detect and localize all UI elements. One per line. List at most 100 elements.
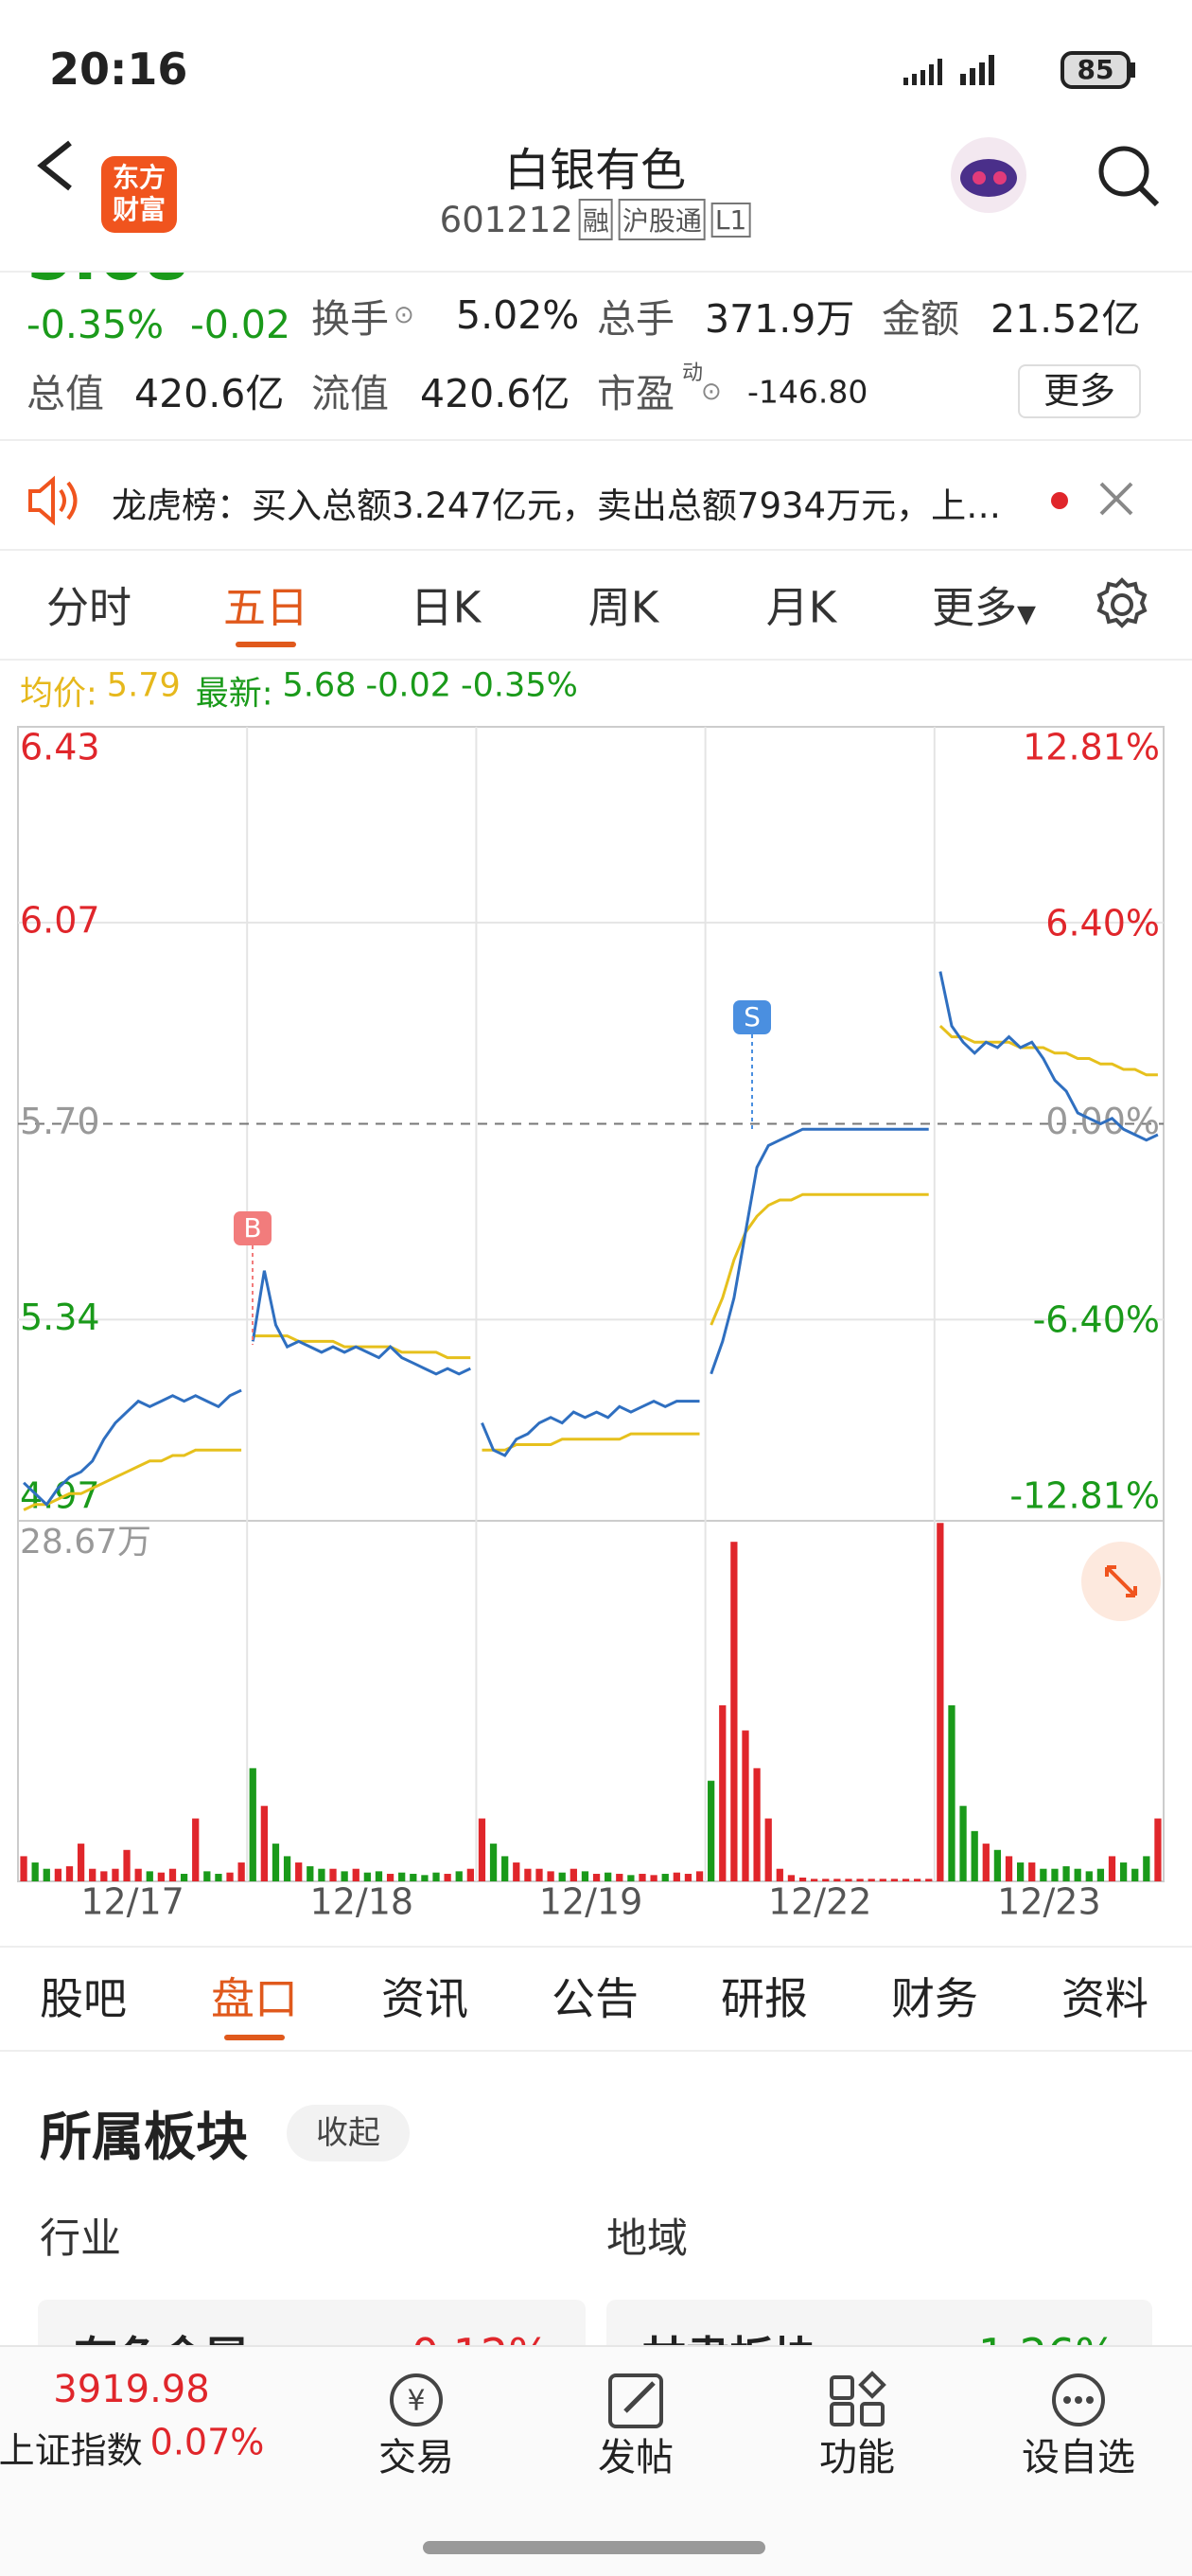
detail-tab[interactable]: 资料 (1061, 1973, 1148, 2024)
volume-bar (260, 1806, 268, 1881)
volume-bar (318, 1868, 325, 1881)
info-icon[interactable]: ⊙ (701, 378, 722, 406)
detail-tab[interactable]: 资讯 (381, 1973, 468, 2024)
price-line (481, 1399, 700, 1457)
index-value[interactable]: 3919.98 (53, 2368, 210, 2411)
volume-bar (1085, 1871, 1093, 1881)
label: 市盈 (597, 371, 675, 416)
volume-bar (1119, 1862, 1128, 1881)
volume-bar (914, 1879, 921, 1881)
index-row[interactable]: 上证指数 0.07% (0, 2422, 264, 2474)
chart-tab[interactable]: 周K (587, 582, 659, 633)
volume-bar (341, 1871, 348, 1881)
nav-item[interactable]: 发帖 (598, 2436, 674, 2479)
volume-bar (661, 1874, 669, 1881)
nav-item[interactable]: 功能 (819, 2436, 895, 2479)
volume-bar (708, 1780, 715, 1881)
volume-bar (215, 1874, 222, 1881)
volume-bar (192, 1818, 200, 1881)
last-value: 5.68 (282, 666, 357, 705)
nav-item[interactable]: 设自选 (1022, 2436, 1135, 2479)
volume-bar (134, 1868, 142, 1881)
back-button[interactable] (28, 137, 85, 194)
chart-tab[interactable]: 五日 (222, 582, 309, 633)
volume-bar (993, 1849, 1002, 1881)
volume-bar (352, 1868, 359, 1881)
app-logo[interactable]: 东方 财富 (101, 156, 177, 233)
volume-bar (363, 1872, 371, 1881)
volume-bar (77, 1844, 85, 1881)
detail-tab[interactable]: 股吧 (40, 1973, 127, 2024)
robot-icon[interactable] (946, 132, 1031, 218)
tab-underline (224, 2035, 285, 2040)
volume-bar (272, 1844, 280, 1881)
volume-bar (410, 1874, 417, 1881)
volume-bar (375, 1871, 383, 1881)
volume-bar (466, 1868, 474, 1881)
dropdown-arrow: ▼ (1017, 600, 1037, 629)
value: 5.02% (456, 292, 580, 338)
volume-bar (203, 1871, 211, 1881)
divider (0, 439, 1192, 441)
volume-bar (616, 1874, 623, 1881)
value: 21.52亿 (990, 296, 1141, 342)
chart-tab[interactable]: 分时 (45, 582, 132, 633)
close-button[interactable] (1097, 480, 1135, 518)
volume-bar (421, 1875, 429, 1881)
volume-bar (684, 1874, 692, 1881)
volume-bar (226, 1872, 234, 1881)
divider (0, 1946, 1192, 1948)
chart-tab[interactable]: 月K (765, 582, 837, 633)
change-pct: -0.35% (26, 302, 165, 347)
volume-bar (1016, 1862, 1025, 1881)
info-icon[interactable]: ⊙ (394, 301, 414, 329)
five-day-chart: 6.436.075.705.344.9712.81%6.40%0.00%-6.4… (17, 726, 1165, 1923)
label: 换手 (311, 296, 389, 342)
nav-item[interactable]: 交易 (378, 2436, 454, 2479)
value: 420.6亿 (420, 371, 570, 416)
avg-line (938, 1025, 1158, 1077)
volume-bar (535, 1868, 543, 1881)
tab-underline (236, 642, 296, 647)
more-button[interactable]: 更多 (1018, 364, 1141, 418)
x-tick-label: 12/18 (310, 1881, 414, 1923)
detail-tab[interactable]: 财务 (891, 1973, 978, 2024)
volume-bar (1154, 1818, 1162, 1881)
search-icon[interactable] (1093, 140, 1164, 211)
detail-tab[interactable]: 公告 (552, 1973, 639, 2024)
y2-tick-label: 12.81% (1023, 727, 1160, 768)
detail-tab[interactable]: 研报 (721, 1973, 808, 2024)
volume-bar (180, 1874, 188, 1881)
logo-text: 东方 (112, 162, 166, 193)
index-pct: 0.07% (149, 2421, 265, 2463)
volume-bar (501, 1856, 509, 1881)
detail-tab[interactable]: 盘口 (211, 1973, 298, 2024)
volume-bar (237, 1862, 245, 1881)
value: 371.9万 (705, 296, 855, 342)
volume-bar (307, 1866, 314, 1881)
settings-icon[interactable] (1093, 575, 1151, 634)
volume-bar (811, 1879, 818, 1881)
avg-line (23, 1448, 242, 1511)
collapse-button[interactable]: 收起 (287, 2105, 410, 2161)
volume-bar (650, 1875, 657, 1881)
trade-icon: ¥ (390, 2373, 443, 2426)
volume-bar (89, 1868, 96, 1881)
post-icon (608, 2373, 663, 2428)
volume-bar (868, 1879, 875, 1881)
chart-tab[interactable]: 更多▼ (931, 582, 1037, 633)
chart-tab[interactable]: 日K (410, 582, 482, 633)
battery: 85 (1078, 54, 1114, 85)
volume-bar (168, 1868, 177, 1881)
y-tick-label: 4.97 (20, 1475, 100, 1517)
label-sup: 动 (682, 362, 704, 385)
label: 总值 (26, 371, 104, 416)
notice-text[interactable]: 龙虎榜：买入总额3.247亿元，卖出总额7934万元，上… (112, 485, 1002, 526)
volume-bar (513, 1862, 520, 1881)
svg-text:¥: ¥ (407, 2385, 425, 2418)
volume-tick-label: 28.67万 (20, 1523, 151, 1561)
volume-bar (798, 1878, 807, 1881)
avg-line (482, 1432, 700, 1452)
x-tick-label: 12/17 (80, 1881, 184, 1923)
